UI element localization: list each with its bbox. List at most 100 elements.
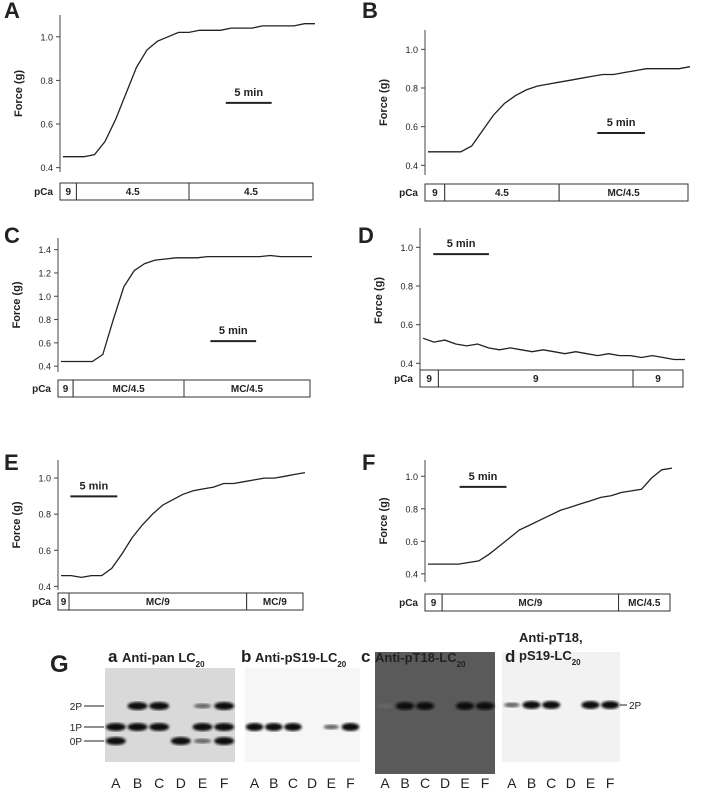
lane-label: F [606, 775, 615, 791]
band [127, 723, 148, 731]
protocol-label: pCa [394, 374, 413, 385]
lane-label: C [288, 775, 298, 791]
y-tick-label: 0.6 [405, 122, 418, 132]
band [127, 702, 148, 710]
y-tick-label: 1.2 [38, 268, 51, 278]
lane-label: C [546, 775, 556, 791]
band [149, 702, 170, 710]
y-axis-label: Force (g) [11, 281, 23, 328]
band [341, 723, 360, 731]
lane-label: E [460, 775, 469, 791]
scale-bar-label: 5 min [219, 325, 248, 337]
y-tick-label: 0.6 [40, 120, 53, 130]
protocol-value: 9 [426, 374, 432, 385]
protocol-label: pCa [34, 187, 53, 198]
blot-title: pS19-LC20 [519, 648, 581, 667]
protocol-segment [183, 379, 311, 398]
blot-title-text: Anti-pT18, [519, 630, 583, 645]
blot-title: Anti-pT18-LC20 [375, 650, 466, 669]
blot-image [375, 652, 495, 774]
y-axis-label: Force (g) [378, 497, 390, 544]
force-trace [428, 467, 673, 565]
protocol-value: MC/4.5 [607, 188, 640, 199]
y-tick-label: 1.0 [400, 243, 413, 253]
scale-bar-label: 5 min [234, 87, 263, 99]
force-trace [63, 23, 315, 158]
band [395, 702, 415, 710]
band [377, 703, 393, 709]
blot-image [502, 652, 620, 762]
y-tick-label: 1.4 [38, 245, 51, 255]
band [323, 724, 339, 730]
band [149, 723, 170, 731]
blot-title-sub: 20 [572, 658, 581, 667]
y-tick-label: 1.0 [38, 292, 51, 302]
protocol-value: 4.5 [495, 188, 509, 199]
lane-label: A [111, 775, 121, 791]
protocol-value: 9 [432, 188, 438, 199]
y-tick-label: 1.0 [405, 472, 418, 482]
y-tick-label: 0.8 [400, 282, 413, 292]
protocol-value: MC/4.5 [112, 384, 145, 395]
lane-label: A [380, 775, 390, 791]
band-marker: 2P [70, 702, 83, 713]
protocol-value: 4.5 [126, 187, 140, 198]
y-tick-label: 0.8 [405, 504, 418, 514]
lane-label: A [507, 775, 517, 791]
lane-label: B [527, 775, 536, 791]
protocol-segment [618, 593, 671, 612]
y-tick-label: 0.4 [400, 359, 413, 369]
blot-title-text: Anti-pan LC [122, 650, 196, 665]
panel-label: B [362, 0, 378, 23]
blot-letter: a [108, 647, 118, 666]
lane-label: E [586, 775, 595, 791]
blot-title-sub: 20 [457, 660, 466, 669]
lane-label: F [220, 775, 229, 791]
protocol-label: pCa [32, 384, 51, 395]
band [105, 737, 126, 745]
scale-bar-label: 5 min [447, 238, 476, 250]
y-tick-label: 0.4 [40, 163, 53, 173]
band [601, 701, 620, 709]
blot-title-text: Anti-pT18-LC [375, 650, 457, 665]
band-marker: 0P [70, 737, 83, 748]
band [245, 723, 264, 731]
protocol-label: pCa [32, 597, 51, 608]
lane-label: B [400, 775, 409, 791]
band [503, 702, 520, 708]
protocol-label: pCa [399, 188, 418, 199]
blot-title-sub: 20 [337, 660, 346, 669]
panel-label: D [358, 223, 374, 248]
band [193, 738, 212, 744]
y-axis-label: Force (g) [13, 70, 25, 117]
blot-title-text: Anti-pS19-LC [255, 650, 338, 665]
panel-label: F [362, 450, 375, 475]
blot-letter: c [361, 647, 370, 666]
lane-label: B [269, 775, 278, 791]
panel-label: A [4, 0, 20, 23]
lane-label: E [198, 775, 207, 791]
y-tick-label: 1.0 [40, 32, 53, 42]
blot-letter: d [505, 647, 515, 666]
lane-label: C [154, 775, 164, 791]
protocol-value: MC/4.5 [628, 598, 661, 609]
panel-label: C [4, 223, 20, 248]
protocol-segment [558, 183, 689, 202]
force-trace [61, 254, 312, 363]
lane-label: D [566, 775, 576, 791]
band [455, 702, 475, 710]
y-tick-label: 0.6 [400, 320, 413, 330]
lane-label: D [176, 775, 186, 791]
protocol-value: 9 [431, 598, 437, 609]
y-tick-label: 0.4 [405, 569, 418, 579]
band [214, 723, 235, 731]
y-axis-label: Force (g) [378, 79, 390, 126]
y-tick-label: 0.4 [405, 161, 418, 171]
blot-letter: b [241, 647, 251, 666]
panel-label: E [4, 450, 19, 475]
protocol-segment [188, 182, 314, 201]
y-tick-label: 0.8 [38, 510, 51, 520]
y-tick-label: 0.6 [38, 338, 51, 348]
band [170, 737, 191, 745]
